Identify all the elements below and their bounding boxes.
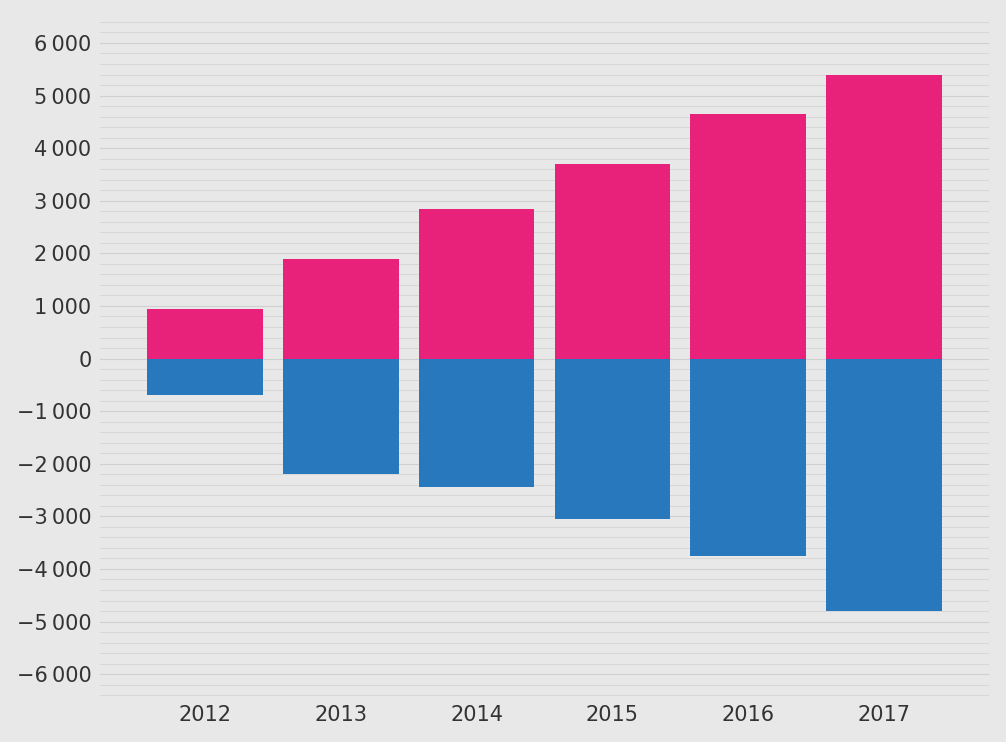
Bar [826, 358, 942, 611]
Bar [554, 358, 670, 519]
Bar [148, 309, 263, 358]
Bar [418, 209, 534, 358]
Bar [826, 74, 942, 358]
Bar [690, 114, 806, 358]
Bar [690, 358, 806, 556]
Bar [418, 358, 534, 487]
Bar [283, 358, 398, 474]
Bar [148, 358, 263, 395]
Bar [283, 259, 398, 358]
Bar [554, 164, 670, 358]
